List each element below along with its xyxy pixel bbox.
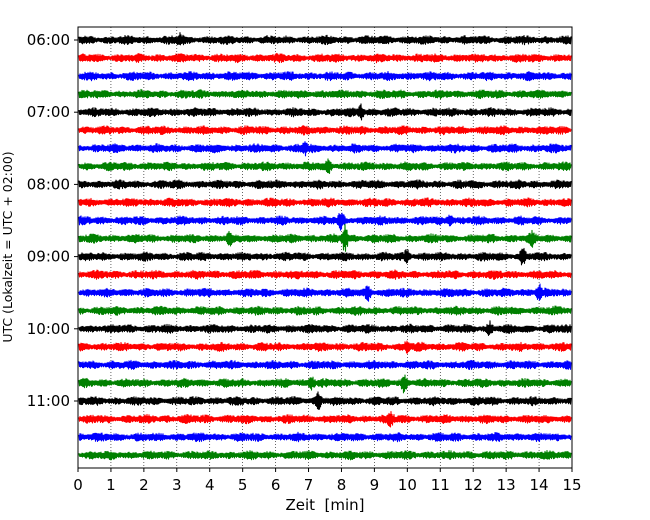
x-tick-label: 1 bbox=[106, 476, 116, 494]
plot-frame bbox=[77, 26, 573, 469]
x-tick-label: 2 bbox=[139, 476, 149, 494]
seismic-trace-0700 bbox=[78, 103, 572, 121]
y-tick-label: 07:00 bbox=[27, 103, 70, 121]
seismic-trace-0600 bbox=[78, 32, 572, 46]
seismic-traces bbox=[78, 32, 572, 461]
seismic-trace-0845 bbox=[78, 223, 572, 252]
seismic-trace-1130 bbox=[78, 431, 572, 443]
seismic-trace-0945 bbox=[78, 305, 572, 316]
seismic-trace-0900 bbox=[78, 247, 572, 266]
x-tick-label: 4 bbox=[205, 476, 215, 494]
seismic-trace-1115 bbox=[78, 411, 572, 428]
seismic-trace-0830 bbox=[78, 212, 572, 231]
x-tick-label: 15 bbox=[562, 476, 581, 494]
seismic-trace-0915 bbox=[78, 269, 572, 280]
x-tick-label: 9 bbox=[370, 476, 380, 494]
y-tick-label: 10:00 bbox=[27, 320, 70, 338]
seismic-trace-0630 bbox=[78, 70, 572, 82]
seismic-trace-0815 bbox=[78, 197, 572, 208]
seismic-trace-0745 bbox=[78, 158, 572, 175]
seismic-trace-0615 bbox=[78, 52, 572, 64]
seismic-trace-0930 bbox=[78, 283, 572, 302]
seismic-trace-0730 bbox=[78, 141, 572, 157]
x-tick-label: 13 bbox=[497, 476, 516, 494]
seismic-trace-0645 bbox=[78, 88, 572, 100]
y-tick-label: 09:00 bbox=[27, 248, 70, 266]
x-tick-label: 10 bbox=[398, 476, 417, 494]
seismic-trace-0715 bbox=[78, 125, 572, 136]
x-axis-label: Zeit [min] bbox=[285, 496, 364, 514]
x-tick-label: 12 bbox=[464, 476, 483, 494]
seismic-trace-1100 bbox=[78, 391, 572, 410]
x-tick-label: 5 bbox=[238, 476, 248, 494]
y-axis-ticks: 06:00 07:00 08:00 09:00 10:00 11:00 bbox=[27, 31, 78, 410]
seismic-trace-1015 bbox=[78, 340, 572, 354]
x-tick-label: 6 bbox=[271, 476, 281, 494]
x-tick-label: 14 bbox=[530, 476, 549, 494]
x-tick-label: 11 bbox=[431, 476, 450, 494]
y-tick-label: 08:00 bbox=[27, 175, 70, 193]
seismic-trace-1045 bbox=[78, 374, 572, 394]
seismic-trace-1145 bbox=[78, 449, 572, 461]
seismic-trace-0800 bbox=[78, 179, 572, 190]
seismic-trace-1000 bbox=[78, 320, 572, 336]
x-tick-label: 3 bbox=[172, 476, 182, 494]
seismic-trace-1030 bbox=[78, 359, 572, 370]
x-tick-label: 0 bbox=[73, 476, 83, 494]
y-tick-label: 06:00 bbox=[27, 31, 70, 49]
x-axis-ticks: 0 1 2 3 4 5 6 7 8 9 10 11 12 13 14 15 bbox=[73, 468, 582, 494]
y-tick-label: 11:00 bbox=[27, 392, 70, 410]
y-axis-label: UTC (Lokalzeit = UTC + 02:00) bbox=[0, 151, 15, 342]
x-tick-label: 7 bbox=[304, 476, 314, 494]
x-tick-label: 8 bbox=[337, 476, 347, 494]
